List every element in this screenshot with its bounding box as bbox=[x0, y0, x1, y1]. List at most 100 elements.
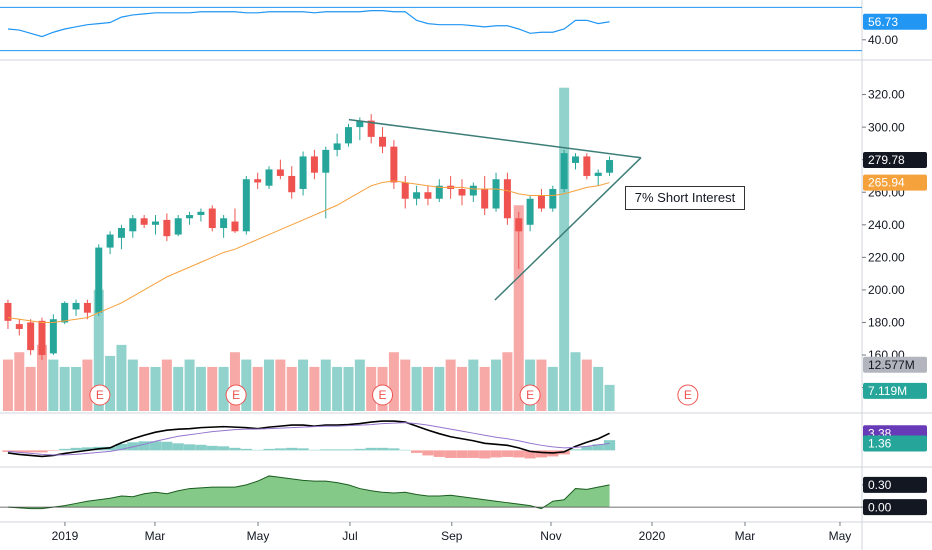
candle-body bbox=[72, 302, 80, 310]
volume-bar bbox=[116, 344, 127, 411]
price-label-box bbox=[863, 435, 927, 452]
histogram-bar bbox=[524, 450, 536, 459]
candle-body bbox=[186, 215, 194, 219]
histogram-bar bbox=[388, 448, 400, 451]
rsi-line bbox=[7, 10, 610, 38]
y-tick-label: 0.30 bbox=[868, 478, 892, 492]
histogram-bar bbox=[603, 440, 616, 451]
candle-body bbox=[117, 228, 125, 238]
volume-bar bbox=[139, 366, 150, 411]
earnings-label: E bbox=[379, 388, 387, 402]
candle-body bbox=[288, 175, 296, 193]
volume-bar bbox=[264, 359, 275, 411]
histogram-bar bbox=[433, 450, 445, 457]
volume-bar bbox=[127, 359, 138, 411]
area-fill bbox=[7, 475, 610, 509]
volume-bar bbox=[400, 359, 411, 411]
histogram-bar bbox=[501, 450, 513, 457]
histogram-bar bbox=[399, 449, 411, 451]
macd-line bbox=[7, 422, 610, 456]
candle-body bbox=[379, 136, 387, 147]
histogram-bar bbox=[229, 447, 241, 451]
earnings-marker bbox=[225, 384, 247, 406]
histogram-bar bbox=[535, 450, 548, 458]
volume-bar bbox=[36, 344, 47, 411]
price-label: 1.36 bbox=[868, 437, 892, 451]
y-tick-label: 200.00 bbox=[868, 283, 905, 297]
histogram-bar bbox=[308, 449, 321, 451]
volume-bar bbox=[275, 359, 286, 411]
volume-bar bbox=[456, 366, 467, 411]
histogram-bar bbox=[81, 447, 94, 451]
y-tick-label: 40.00 bbox=[868, 33, 898, 47]
histogram-bar bbox=[297, 448, 309, 451]
volume-bar bbox=[479, 366, 490, 411]
histogram-bar bbox=[2, 450, 14, 452]
candle-body bbox=[197, 211, 205, 216]
earnings-marker bbox=[677, 384, 699, 406]
histogram-bar bbox=[47, 450, 59, 451]
candle-body bbox=[537, 195, 545, 209]
histogram-bar bbox=[195, 444, 207, 451]
x-tick-label: 2019 bbox=[52, 529, 79, 543]
candle-body bbox=[49, 319, 57, 354]
volume-bar bbox=[491, 359, 502, 411]
y-tick-box bbox=[863, 476, 927, 493]
volume-bar bbox=[218, 366, 229, 411]
volume-bar bbox=[320, 359, 331, 411]
y-tick-label: 180.00 bbox=[868, 316, 905, 330]
price-label: 265.94 bbox=[868, 176, 905, 190]
histogram-bar bbox=[479, 450, 491, 459]
x-tick-label: Nov bbox=[540, 529, 561, 543]
histogram-bar bbox=[445, 450, 457, 458]
candle-body bbox=[469, 185, 477, 196]
volume-bar bbox=[229, 352, 240, 411]
x-tick-label: Jul bbox=[342, 529, 357, 543]
volume-bar bbox=[252, 366, 263, 411]
candle-body bbox=[83, 302, 91, 313]
volume-bar bbox=[14, 352, 25, 411]
histogram-bar bbox=[59, 448, 71, 451]
volume-bar bbox=[286, 366, 297, 411]
price-label-box bbox=[863, 152, 927, 169]
volume-bar bbox=[513, 205, 524, 411]
histogram-bar bbox=[456, 450, 468, 458]
y-tick-box bbox=[863, 499, 927, 516]
x-tick-label: May bbox=[247, 529, 270, 543]
histogram-bar bbox=[13, 450, 25, 453]
moving-average bbox=[7, 180, 610, 323]
volume-bar bbox=[366, 366, 377, 411]
histogram-bar bbox=[70, 447, 82, 451]
volume-bar bbox=[536, 359, 547, 411]
candle-body bbox=[38, 320, 46, 356]
histogram-bar bbox=[331, 449, 343, 451]
candle-body bbox=[310, 156, 318, 173]
candle-body bbox=[106, 234, 114, 248]
volume-bar bbox=[434, 366, 445, 411]
candle-body bbox=[515, 218, 523, 232]
candle-body bbox=[503, 179, 511, 219]
candle-body bbox=[390, 146, 398, 183]
candle-body bbox=[152, 221, 160, 225]
x-tick-label: Mar bbox=[735, 529, 756, 543]
histogram-bar bbox=[376, 447, 389, 451]
histogram-bar bbox=[467, 450, 479, 458]
volume-bar bbox=[105, 355, 116, 411]
candle-body bbox=[492, 179, 500, 209]
candle-body bbox=[413, 192, 421, 199]
volume-bar bbox=[468, 359, 479, 411]
volume-bar bbox=[332, 366, 343, 411]
candle-body bbox=[129, 218, 137, 232]
volume-bar bbox=[59, 366, 70, 411]
volume-bar bbox=[593, 366, 604, 411]
histogram-bar bbox=[569, 449, 582, 451]
price-label: 279.78 bbox=[868, 153, 905, 167]
volume-bar bbox=[2, 359, 13, 411]
volume-bar bbox=[48, 359, 59, 411]
candle-body bbox=[231, 221, 239, 232]
volume-bar bbox=[604, 384, 615, 411]
earnings-label: E bbox=[526, 388, 534, 402]
volume-average-box bbox=[863, 356, 927, 373]
volume-bar bbox=[411, 366, 422, 411]
candle-body bbox=[424, 192, 432, 199]
